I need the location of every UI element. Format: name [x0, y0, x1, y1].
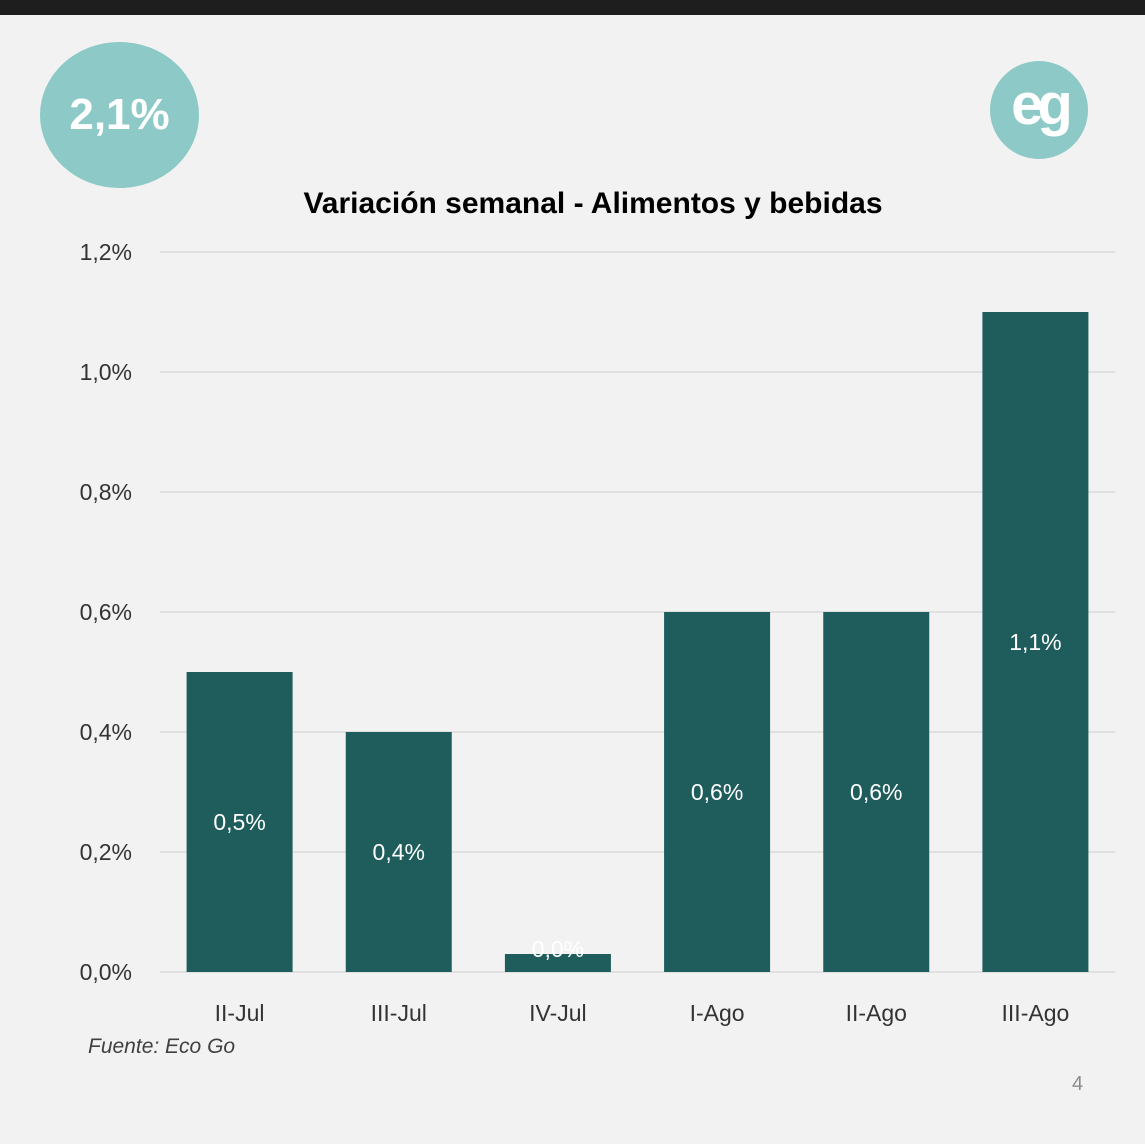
y-tick-label: 1,0%: [80, 359, 132, 385]
bar-data-label: 1,1%: [1009, 629, 1061, 655]
bar-data-label: 0,0%: [532, 936, 584, 962]
bar: [982, 312, 1089, 972]
y-tick-label: 0,2%: [80, 839, 132, 865]
bar-data-label: 0,6%: [691, 779, 743, 805]
bar: [664, 612, 771, 972]
page-number: 4: [1072, 1073, 1084, 1095]
x-tick-label: II-Jul: [215, 1000, 265, 1026]
bar-data-label: 0,6%: [850, 779, 902, 805]
bar-data-label: 0,4%: [373, 839, 425, 865]
y-tick-label: 0,0%: [80, 959, 132, 985]
eco-go-logo: eg: [990, 61, 1088, 159]
bar: [186, 672, 293, 972]
x-tick-label: I-Ago: [690, 1000, 745, 1026]
bar: [345, 732, 452, 972]
x-tick-label: II-Ago: [846, 1000, 907, 1026]
x-tick-label: III-Jul: [371, 1000, 427, 1026]
y-tick-label: 0,4%: [80, 719, 132, 745]
logo-text: eg: [1011, 72, 1073, 137]
x-tick-label: IV-Jul: [529, 1000, 587, 1026]
bar-data-label: 0,5%: [213, 809, 265, 835]
x-tick-label: III-Ago: [1002, 1000, 1070, 1026]
source-note: Fuente: Eco Go: [88, 1035, 236, 1058]
y-tick-label: 1,2%: [80, 239, 132, 265]
badge-value: 2,1%: [69, 90, 170, 139]
bar: [504, 954, 611, 972]
y-tick-label: 0,6%: [80, 599, 132, 625]
chart-title: Variación semanal - Alimentos y bebidas: [303, 187, 882, 220]
highlight-badge: 2,1%: [40, 42, 199, 188]
bar: [823, 612, 930, 972]
y-tick-label: 0,8%: [80, 479, 132, 505]
